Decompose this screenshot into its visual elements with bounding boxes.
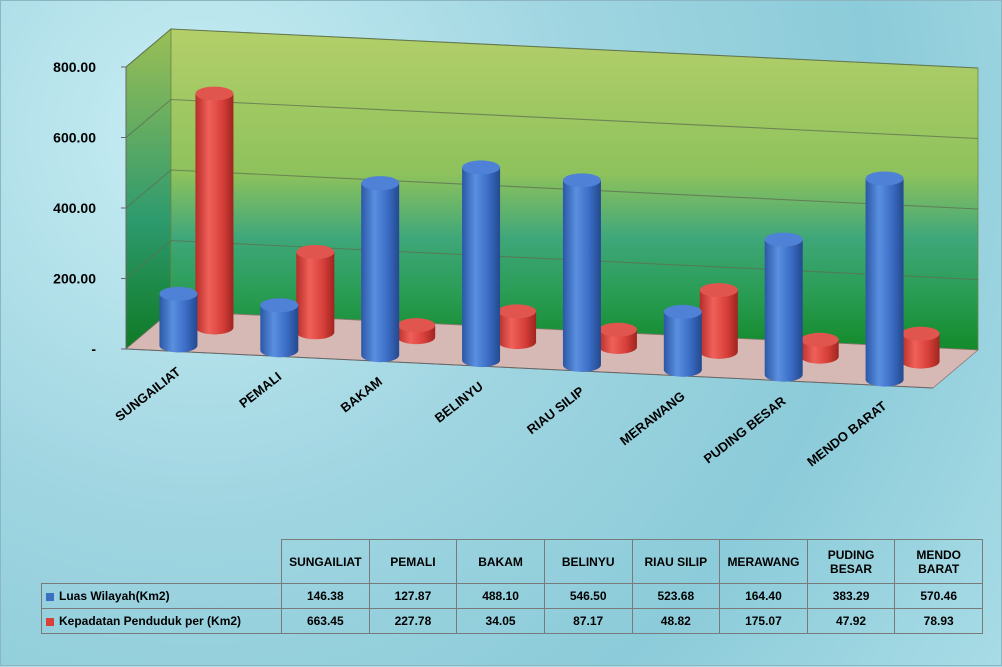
- table-cell: 383.29: [806, 583, 896, 609]
- table-header-cell: PEMALI: [368, 539, 458, 584]
- category-label: PUDING BESAR: [701, 393, 789, 467]
- table-cell: 523.68: [631, 583, 721, 609]
- table-cell: 164.40: [719, 583, 808, 609]
- bar-luas-6: [764, 232, 803, 382]
- table-cell: 570.46: [894, 583, 983, 609]
- legend-label: Luas Wilayah(Km2): [59, 589, 170, 603]
- bar-luas-4: [562, 173, 601, 372]
- table-cell: 146.38: [281, 583, 370, 609]
- bar-kepadatan-3: [498, 304, 537, 350]
- legend-entry-kepadatan: Kepadatan Penduduk per (Km2): [41, 608, 282, 634]
- category-label: BAKAM: [338, 374, 385, 416]
- legend-entry-luas: Luas Wilayah(Km2): [41, 583, 282, 609]
- table-cell: 78.93: [894, 608, 983, 634]
- table-header-cell: SUNGAILIAT: [281, 539, 370, 584]
- gridline: [125, 28, 979, 69]
- bar-kepadatan-1: [296, 245, 335, 340]
- table-cell: 87.17: [543, 608, 633, 634]
- category-label: MERAWANG: [617, 388, 688, 448]
- bar-luas-7: [865, 171, 904, 387]
- table-row: Kepadatan Penduduk per (Km2) 663.45 227.…: [41, 608, 983, 634]
- data-table: SUNGAILIAT PEMALI BAKAM BELINYU RIAU SIL…: [41, 539, 983, 634]
- table-cell: 47.92: [806, 608, 896, 634]
- y-tick-label: 800.00: [53, 59, 96, 75]
- bar-kepadatan-6: [800, 332, 839, 364]
- y-tick-label: -: [91, 341, 96, 357]
- table-cell: 663.45: [281, 608, 370, 634]
- bar-kepadatan-4: [598, 322, 637, 354]
- bar-luas-2: [361, 176, 400, 363]
- bar-luas-3: [462, 160, 501, 368]
- table-header-cell: PUDING BESAR: [806, 539, 896, 584]
- bar-kepadatan-5: [699, 283, 738, 359]
- table-header-cell: BELINYU: [543, 539, 633, 584]
- bar-kepadatan-7: [901, 326, 940, 369]
- category-label: MENDO BARAT: [804, 398, 889, 469]
- table-row: Luas Wilayah(Km2) 146.38 127.87 488.10 5…: [41, 583, 983, 609]
- table-corner: [41, 539, 282, 584]
- table-cell: 48.82: [631, 608, 721, 634]
- y-tick-label: 600.00: [53, 130, 96, 146]
- gridline: [125, 169, 979, 210]
- bar-luas-1: [260, 298, 299, 358]
- table-header-cell: BAKAM: [456, 539, 545, 584]
- table-cell: 546.50: [543, 583, 633, 609]
- bar-luas-5: [663, 304, 702, 377]
- y-tick-label: 400.00: [53, 200, 96, 216]
- legend-key-blue: [46, 592, 54, 601]
- table-header-cell: MERAWANG: [719, 539, 808, 584]
- legend-label: Kepadatan Penduduk per (Km2): [59, 614, 242, 628]
- y-tick-label: 200.00: [53, 271, 96, 287]
- legend-key-red: [46, 617, 54, 626]
- bar-kepadatan-2: [397, 318, 436, 345]
- x-axis-line: [125, 348, 934, 389]
- gridline: [125, 98, 979, 140]
- bar-kepadatan-0: [195, 86, 234, 335]
- table-header-cell: RIAU SILIP: [631, 539, 721, 584]
- category-label: RIAU SILIP: [524, 383, 587, 437]
- table-cell: 488.10: [456, 583, 545, 609]
- category-label: BELINYU: [432, 379, 486, 426]
- table-cell: 227.78: [368, 608, 458, 634]
- bar-luas-0: [159, 286, 198, 353]
- table-header-cell: MENDO BARAT: [894, 539, 983, 584]
- table-cell: 175.07: [719, 608, 808, 634]
- table-cell: 127.87: [368, 583, 458, 609]
- category-label: PEMALI: [236, 369, 284, 411]
- table-header-row: SUNGAILIAT PEMALI BAKAM BELINYU RIAU SIL…: [41, 539, 983, 584]
- table-cell: 34.05: [456, 608, 545, 634]
- category-label: SUNGAILIAT: [112, 364, 183, 424]
- gridline: [125, 239, 979, 281]
